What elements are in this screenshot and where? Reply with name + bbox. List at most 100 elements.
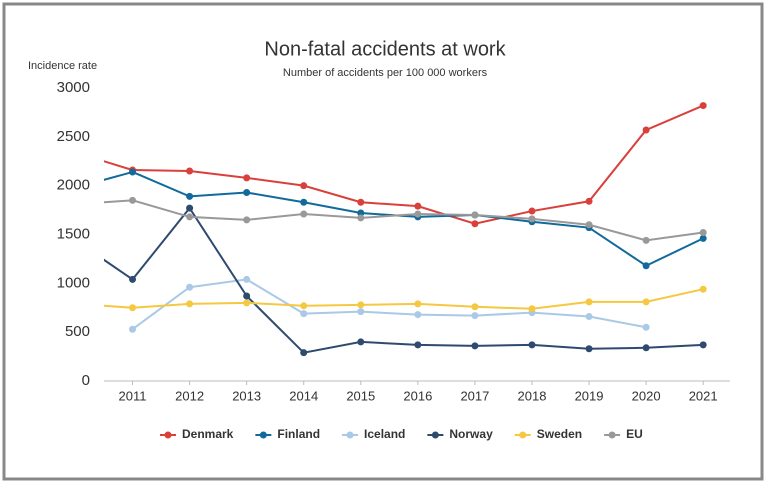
data-point bbox=[642, 323, 650, 331]
data-point bbox=[243, 275, 251, 283]
data-point bbox=[129, 325, 137, 333]
data-point bbox=[699, 341, 707, 349]
data-point bbox=[357, 214, 365, 222]
series-line bbox=[104, 288, 704, 310]
legend-label: Iceland bbox=[364, 427, 405, 441]
legend-label: Denmark bbox=[182, 427, 234, 441]
x-tick-label: 2019 bbox=[575, 388, 604, 403]
data-point bbox=[129, 275, 137, 283]
legend-label: Finland bbox=[277, 427, 320, 441]
data-point bbox=[72, 149, 79, 156]
y-tick-label: 500 bbox=[65, 323, 90, 340]
data-point bbox=[186, 204, 194, 212]
x-tick-label: 2012 bbox=[175, 388, 204, 403]
data-point bbox=[129, 168, 137, 176]
data-point bbox=[300, 310, 308, 318]
data-point bbox=[129, 304, 137, 312]
x-tick-label: 2018 bbox=[518, 388, 547, 403]
data-point bbox=[414, 311, 422, 319]
data-point bbox=[528, 207, 536, 215]
x-tick-label: 2013 bbox=[232, 388, 261, 403]
data-point bbox=[471, 211, 479, 219]
data-point bbox=[357, 301, 365, 309]
data-point bbox=[642, 126, 650, 134]
data-point bbox=[528, 341, 536, 349]
series-line bbox=[104, 206, 704, 354]
legend-label: Sweden bbox=[537, 427, 582, 441]
x-tick-label: 2021 bbox=[689, 388, 718, 403]
data-point bbox=[699, 285, 707, 293]
data-point bbox=[72, 201, 79, 208]
data-point bbox=[357, 308, 365, 316]
data-point bbox=[585, 313, 593, 321]
y-tick-label: 1000 bbox=[57, 274, 90, 291]
data-point bbox=[186, 192, 194, 200]
data-point bbox=[528, 215, 536, 223]
data-point bbox=[357, 338, 365, 346]
data-point bbox=[300, 302, 308, 310]
data-point bbox=[300, 198, 308, 206]
y-tick-label: 0 bbox=[82, 372, 90, 389]
data-point bbox=[243, 216, 251, 224]
x-tick-label: 2020 bbox=[632, 388, 661, 403]
x-tick-label: 2014 bbox=[289, 388, 318, 403]
y-tick-label: 1500 bbox=[57, 225, 90, 242]
legend-marker bbox=[259, 431, 267, 439]
data-point bbox=[699, 102, 707, 110]
data-point bbox=[471, 312, 479, 320]
data-point bbox=[699, 229, 707, 237]
data-point bbox=[300, 349, 308, 357]
x-tick-label: 2016 bbox=[403, 388, 432, 403]
data-point bbox=[300, 210, 308, 218]
legend-marker bbox=[164, 431, 172, 439]
data-point bbox=[642, 262, 650, 270]
series-line bbox=[104, 199, 704, 242]
y-tick-label: 2000 bbox=[57, 177, 90, 194]
data-point bbox=[471, 342, 479, 350]
data-point bbox=[243, 174, 251, 182]
data-point bbox=[585, 345, 593, 353]
y-tick-label: 2500 bbox=[57, 128, 90, 145]
plot-area bbox=[72, 102, 707, 357]
x-tick-label: 2011 bbox=[119, 388, 147, 403]
data-point bbox=[357, 198, 365, 206]
y-tick-label: 3000 bbox=[57, 79, 90, 96]
data-point bbox=[357, 209, 365, 217]
data-point bbox=[414, 202, 422, 210]
x-tick-label: 2015 bbox=[346, 388, 375, 403]
y-axis-label: Incidence rate bbox=[28, 60, 97, 72]
data-point bbox=[186, 283, 194, 291]
data-point bbox=[585, 221, 593, 229]
data-point bbox=[642, 298, 650, 306]
data-point bbox=[186, 213, 194, 221]
legend-marker bbox=[519, 431, 527, 439]
legend-marker bbox=[431, 431, 439, 439]
data-point bbox=[585, 197, 593, 205]
chart-subtitle: Number of accidents per 100 000 workers bbox=[283, 67, 488, 79]
series-line bbox=[131, 278, 647, 331]
data-point bbox=[414, 210, 422, 218]
data-point bbox=[642, 236, 650, 244]
x-tick-label: 2017 bbox=[460, 388, 489, 403]
data-point bbox=[243, 299, 251, 307]
data-point bbox=[414, 341, 422, 349]
data-point bbox=[72, 300, 79, 307]
data-point bbox=[243, 292, 251, 300]
data-point bbox=[300, 182, 308, 190]
data-point bbox=[585, 298, 593, 306]
data-point bbox=[186, 167, 194, 175]
data-point bbox=[186, 300, 194, 308]
series-line bbox=[104, 170, 704, 267]
data-point bbox=[471, 220, 479, 228]
chart-title: Non-fatal accidents at work bbox=[264, 38, 506, 60]
data-point bbox=[471, 303, 479, 311]
data-point bbox=[129, 196, 137, 204]
data-point bbox=[642, 344, 650, 352]
series-line bbox=[104, 104, 704, 225]
data-point bbox=[243, 189, 251, 197]
data-point bbox=[528, 305, 536, 313]
legend-label: Norway bbox=[449, 427, 493, 441]
data-point bbox=[699, 234, 707, 242]
